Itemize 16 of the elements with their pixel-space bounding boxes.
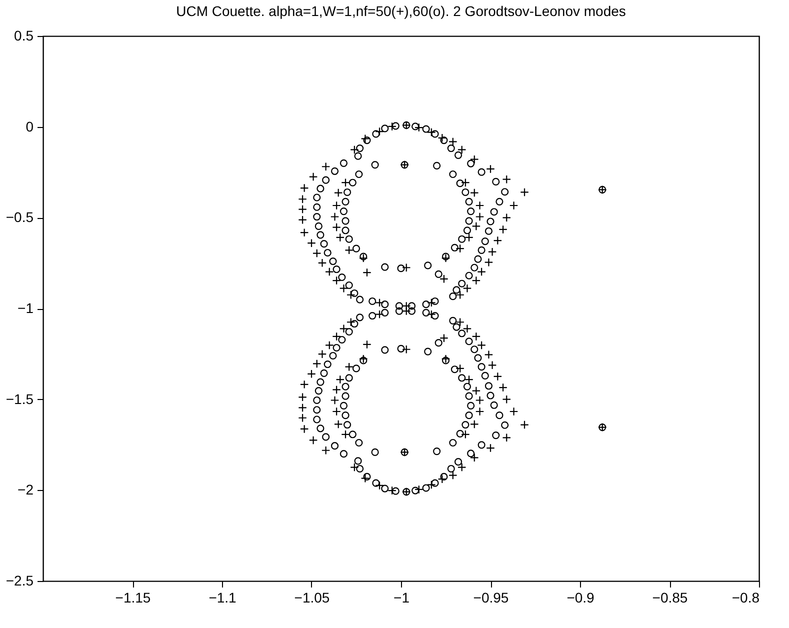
x-tick-label: −0.95 — [473, 590, 509, 606]
y-tick-label: −1 — [18, 300, 34, 316]
x-tick-label: −1 — [394, 590, 410, 606]
y-tick-label: −0.5 — [6, 209, 34, 226]
x-tick-label: −1.05 — [294, 590, 330, 606]
y-tick-label: −1.5 — [6, 390, 34, 407]
x-tick-label: −0.8 — [732, 590, 760, 606]
x-tick-label: −0.9 — [566, 590, 595, 606]
y-tick-label: −2 — [18, 482, 34, 498]
x-tick-label: −1.1 — [208, 590, 237, 606]
x-tick-label: −1.15 — [115, 590, 151, 606]
y-tick-label: 0.5 — [14, 28, 34, 44]
chart-title: UCM Couette. alpha=1,W=1,nf=50(+),60(o). 2 Gorodtsov-Leonov modes — [176, 3, 626, 19]
y-tick-label: −2.5 — [6, 572, 34, 588]
y-tick-label: 0 — [26, 118, 34, 134]
x-tick-label: −0.85 — [652, 590, 688, 606]
